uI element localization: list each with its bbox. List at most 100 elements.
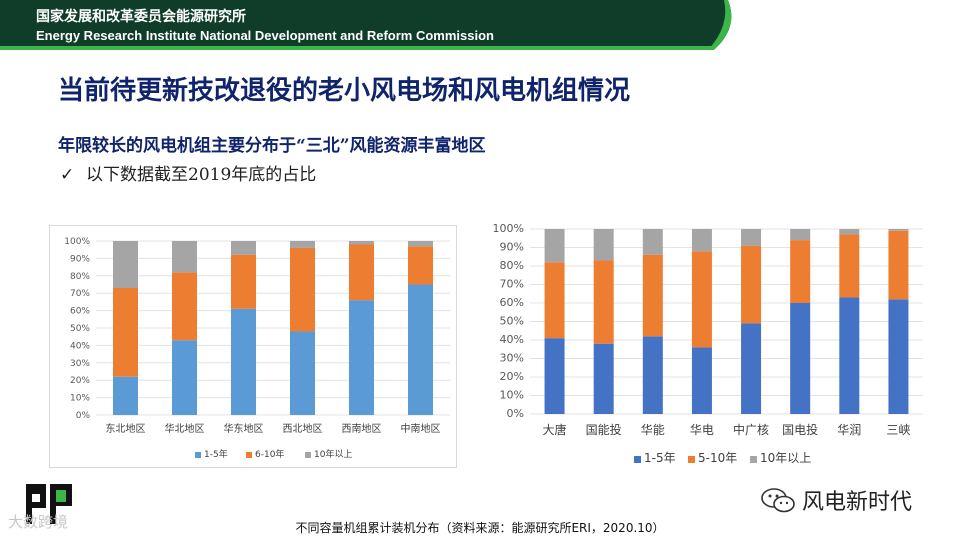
y-tick-label: 20% xyxy=(70,376,90,386)
legend-label: 5-10年 xyxy=(698,451,737,465)
x-tick-label: 中广核 xyxy=(733,422,769,437)
y-tick-label: 0% xyxy=(507,407,524,420)
wechat-label: 风电新时代 xyxy=(802,490,913,515)
bar-segment xyxy=(408,284,433,415)
bar-segment xyxy=(231,308,256,415)
legend-label: 10年以上 xyxy=(760,451,811,465)
y-tick-label: 10% xyxy=(500,389,524,402)
y-tick-label: 60% xyxy=(500,296,524,309)
x-tick-label: 华电 xyxy=(690,423,714,437)
x-tick-label: 西北地区 xyxy=(283,422,323,435)
page-title: 当前待更新技改退役的老小风电场和风电机组情况 xyxy=(58,76,631,106)
bar-segment xyxy=(790,229,811,241)
y-tick-label: 80% xyxy=(500,259,524,272)
org-name-cn: 国家发展和改革委员会能源研究所 xyxy=(36,9,246,25)
y-tick-label: 70% xyxy=(70,289,90,299)
page-subtitle: 年限较长的风电机组主要分布于“三北”风能资源丰富地区 xyxy=(58,136,486,156)
watermark-text: 大数跨境 xyxy=(8,513,69,531)
company-chart: 0% 10% 20% 30% 40% 50% 60% 70% 80% 90% 100% 大唐 国能投 华能… xyxy=(493,218,927,474)
legend-swatch xyxy=(750,456,757,463)
bar-segment xyxy=(642,336,663,414)
bar-segment xyxy=(290,331,315,415)
legend-label: 1-5年 xyxy=(644,451,676,465)
institute-logo xyxy=(24,482,76,526)
y-tick-label: 30% xyxy=(500,352,524,365)
y-tick-label: 100% xyxy=(64,237,90,247)
bar-segment xyxy=(691,347,712,414)
bar-segment xyxy=(349,241,374,245)
org-name-en: Energy Research Institute National Devel… xyxy=(36,28,494,43)
bar-segment xyxy=(172,340,197,415)
bar-segment xyxy=(593,229,614,261)
bar-segment xyxy=(172,241,197,273)
x-tick-label: 华能 xyxy=(641,423,665,437)
x-tick-label: 西南地区 xyxy=(342,422,382,435)
bar-segment xyxy=(642,229,663,255)
bar-segment xyxy=(172,272,197,341)
bar-segment xyxy=(593,260,614,344)
x-tick-label: 华东地区 xyxy=(224,422,264,435)
bar-segment xyxy=(349,300,374,415)
bar-segment xyxy=(839,297,860,414)
bar-segment xyxy=(691,251,712,348)
y-tick-label: 60% xyxy=(70,307,90,317)
legend-label: 10年以上 xyxy=(314,448,352,460)
y-tick-label: 50% xyxy=(500,315,524,328)
bar-segment xyxy=(741,229,762,246)
x-tick-label: 国电投 xyxy=(782,422,818,437)
y-tick-label: 50% xyxy=(70,324,90,334)
legend-swatch xyxy=(305,452,311,458)
bar-segment xyxy=(888,230,909,300)
bar-segment xyxy=(888,299,909,414)
x-tick-label: 大唐 xyxy=(543,422,567,437)
checkmark-icon: ✓ xyxy=(60,165,75,185)
bar-segment xyxy=(290,247,315,332)
region-chart: 0% 10% 20% 30% 40% 50% 60% 70% 80% 90% 100% 东北地区 华北地… xyxy=(49,225,457,468)
bar-segment xyxy=(790,240,811,303)
bar-segment xyxy=(349,244,374,301)
bar-segment xyxy=(231,241,256,255)
y-tick-label: 90% xyxy=(70,254,90,264)
bar-segment xyxy=(408,246,433,285)
wechat-icon xyxy=(760,487,796,519)
chart-caption: 不同容量机组累计装机分布（资料来源：能源研究所ERI，2020.10） xyxy=(295,521,665,535)
bar-segment xyxy=(408,241,433,247)
bar-segment xyxy=(691,229,712,252)
bar-segment xyxy=(544,229,565,263)
bar-segment xyxy=(113,376,138,415)
bar-segment xyxy=(790,303,811,414)
y-tick-label: 90% xyxy=(500,241,524,254)
header-shape xyxy=(0,0,732,50)
y-tick-label: 100% xyxy=(493,222,524,235)
y-tick-label: 20% xyxy=(500,370,524,383)
bar-segment xyxy=(231,254,256,309)
y-tick-label: 30% xyxy=(70,359,90,369)
bar-segment xyxy=(113,287,138,377)
y-tick-label: 80% xyxy=(70,272,90,282)
bar-segment xyxy=(544,262,565,339)
y-tick-label: 40% xyxy=(70,341,90,351)
x-tick-label: 华北地区 xyxy=(165,422,205,435)
y-tick-label: 40% xyxy=(500,333,524,346)
header-band: 国家发展和改革委员会能源研究所 Energy Research Institut… xyxy=(0,0,960,50)
bar-segment xyxy=(290,241,315,248)
watermark: 大数跨境 xyxy=(8,511,68,532)
x-tick-label: 国能投 xyxy=(586,422,622,437)
bar-segment xyxy=(741,245,762,324)
bar-segment xyxy=(642,254,663,337)
legend-swatch xyxy=(246,452,252,458)
x-tick-label: 中南地区 xyxy=(401,422,441,435)
y-tick-label: 0% xyxy=(76,411,91,421)
bullet-line: ✓ 以下数据截至2019年底的占比 xyxy=(60,160,316,185)
y-tick-label: 70% xyxy=(500,278,524,291)
bar-segment xyxy=(888,229,909,231)
legend-swatch xyxy=(634,456,641,463)
bar-segment xyxy=(593,343,614,414)
bar-segment xyxy=(741,323,762,414)
company-chart-svg: 0% 10% 20% 30% 40% 50% 60% 70% 80% 90% 100% 大唐 国能投 华能… xyxy=(493,222,923,465)
legend-label: 1-5年 xyxy=(204,448,228,460)
bullet-text: 以下数据截至2019年底的占比 xyxy=(86,165,317,185)
bar-segment xyxy=(839,234,860,298)
x-tick-label: 三峡 xyxy=(886,423,910,437)
x-tick-label: 华润 xyxy=(837,423,861,437)
